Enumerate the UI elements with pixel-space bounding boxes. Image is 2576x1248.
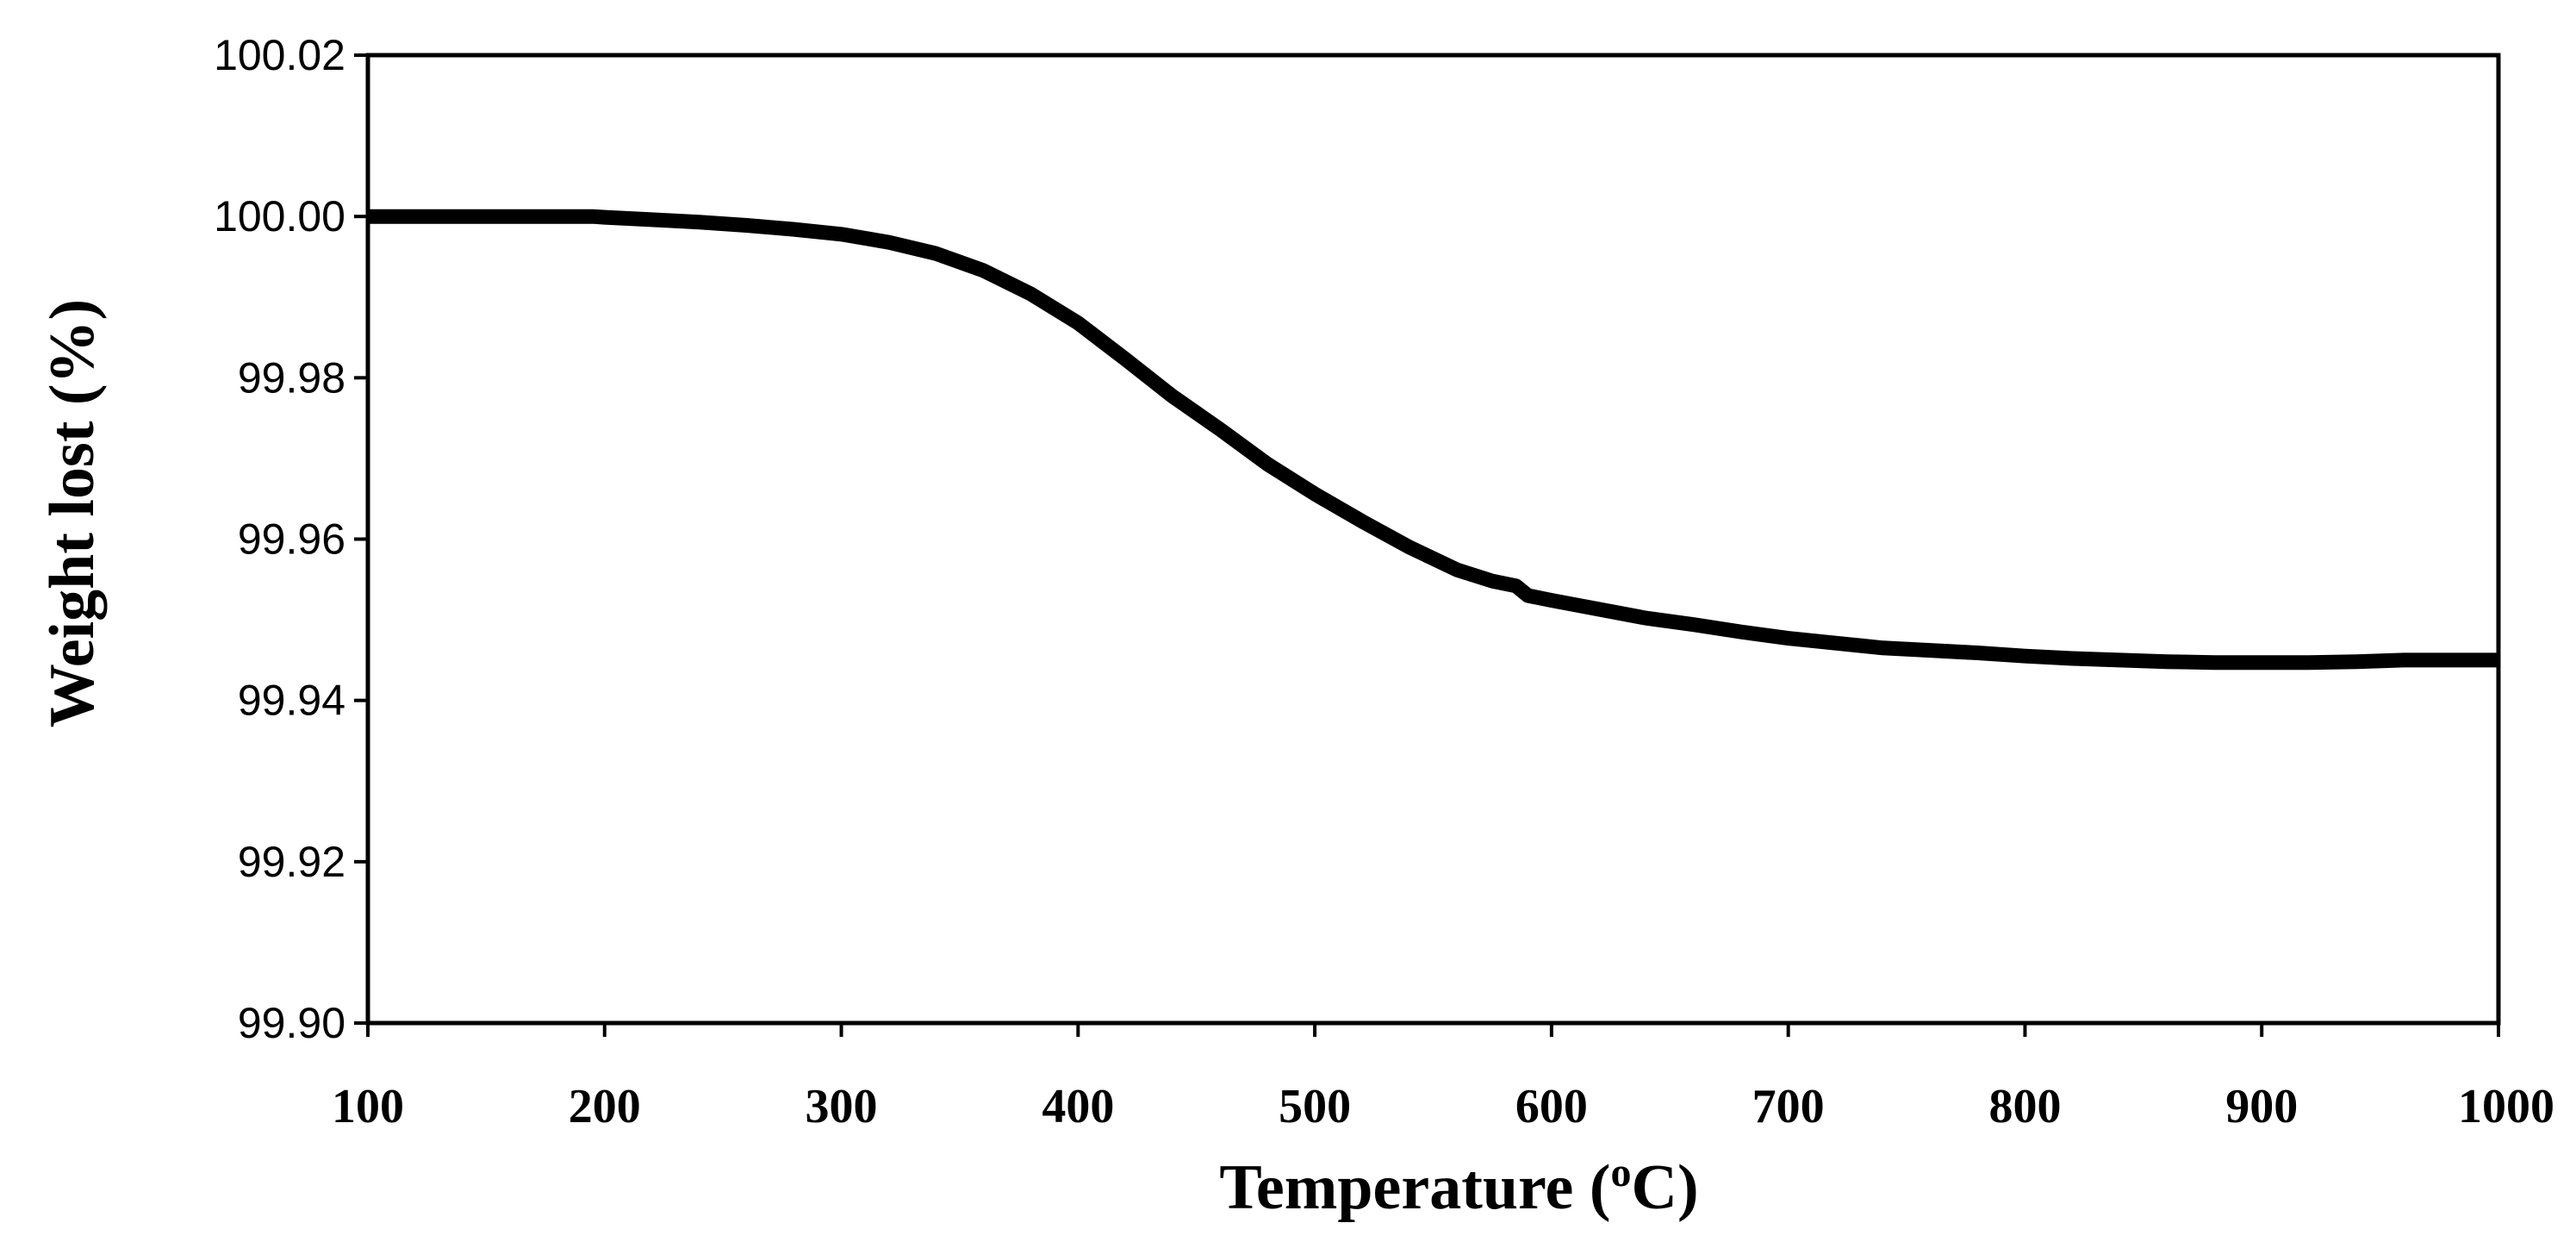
x-tick-label: 900: [2225, 1080, 2298, 1133]
y-tick-label: 100.02: [214, 31, 345, 79]
y-tick-label: 99.96: [238, 515, 345, 564]
x-tick-label: 800: [1988, 1080, 2061, 1133]
x-tick-label: 100: [332, 1080, 404, 1133]
x-axis-title-main: Temperature (: [1219, 1152, 1610, 1223]
plot-area-frame: [365, 53, 2501, 1026]
y-axis-title: Weight lost (%): [37, 299, 108, 727]
x-axis-title-end: C): [1632, 1152, 1699, 1223]
x-axis-title: Temperature (oC): [1219, 1150, 1698, 1223]
x-axis-ticks: 100 200 300 400 500 600 700 800 900 1000: [332, 1023, 2554, 1133]
x-tick-label: 700: [1752, 1080, 1825, 1133]
y-tick-label: 99.90: [238, 999, 345, 1047]
x-tick-label: 400: [1042, 1080, 1114, 1133]
y-tick-label: 99.92: [238, 838, 345, 886]
x-tick-label: 300: [806, 1080, 878, 1133]
x-tick-label: 500: [1279, 1080, 1351, 1133]
y-axis-ticks: 99.90 99.92 99.94 99.96 99.98 100.00 100.02: [214, 31, 368, 1047]
series-layer: [368, 209, 2498, 671]
x-axis-title-superscript: o: [1611, 1150, 1632, 1195]
x-tick-label: 1000: [2458, 1080, 2554, 1133]
series-line-weight-lost: [368, 209, 2498, 671]
x-tick-label: 200: [569, 1080, 641, 1133]
y-tick-label: 100.00: [214, 192, 345, 240]
x-tick-label: 600: [1515, 1080, 1588, 1133]
y-tick-label: 99.94: [238, 677, 345, 725]
y-tick-label: 99.98: [238, 353, 345, 402]
